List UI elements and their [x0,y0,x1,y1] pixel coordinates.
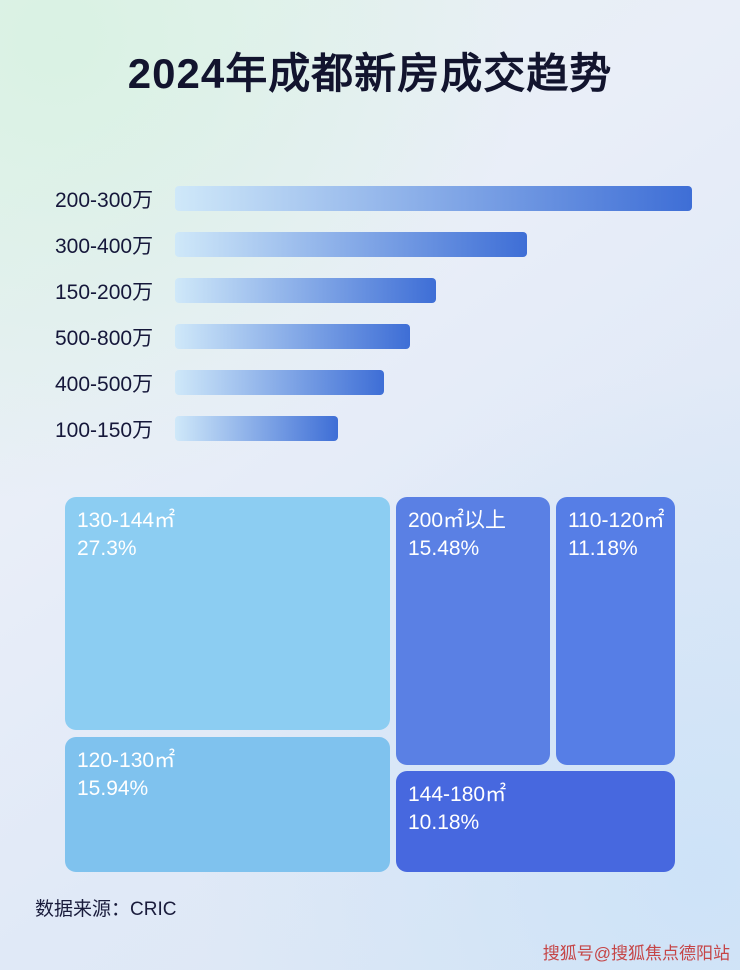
bar-label: 400-500万 [55,372,154,396]
treemap-block-value: 15.48% [408,537,480,561]
watermark: 搜狐号@搜狐焦点德阳站 [542,944,730,963]
bar-row: 400-500万 [55,370,692,396]
treemap-block-value: 15.94% [77,777,149,801]
page-title: 2024年成都新房成交趋势 [127,50,613,97]
price-band-bar-chart: 200-300万 300-400万 150-200万 500-800万 400-… [55,186,692,462]
treemap-block: 120-130㎡ 15.94% [65,737,390,872]
treemap-block: 130-144㎡ 27.3% [65,497,390,730]
bar-label: 100-150万 [55,418,154,442]
bar-track [175,186,692,211]
bar [175,416,338,441]
treemap-block: 144-180㎡ 10.18% [396,771,675,872]
treemap-block-label: 144-180㎡ [408,783,507,806]
treemap-block-label: 110-120㎡ [568,509,665,532]
treemap-block-label: 130-144㎡ [77,509,176,532]
bar-track [175,416,692,441]
bar-track [175,278,692,303]
treemap-block-value: 11.18% [568,537,638,561]
bar-row: 200-300万 [55,186,692,212]
bar [175,324,411,349]
bar-label: 300-400万 [55,234,154,258]
bar [175,278,437,303]
bar-label: 150-200万 [55,280,154,304]
treemap-block-value: 10.18% [408,811,480,835]
bar [175,186,692,211]
treemap-block-label: 200㎡以上 [408,509,507,532]
data-source: 数据来源：CRIC [35,899,177,920]
bar-row: 300-400万 [55,232,692,258]
bar-label: 200-300万 [55,188,154,212]
bar [175,232,527,257]
bar-row: 100-150万 [55,416,692,442]
treemap-block: 200㎡以上 15.48% [396,497,550,765]
bar [175,370,385,395]
treemap-block-value: 27.3% [77,537,137,561]
bar-label: 500-800万 [55,326,154,350]
area-treemap: 130-144㎡ 27.3% 120-130㎡ 15.94% 200㎡以上 15… [65,497,675,872]
bar-row: 150-200万 [55,278,692,304]
bar-track [175,324,692,349]
treemap-block-label: 120-130㎡ [77,749,176,772]
bar-row: 500-800万 [55,324,692,350]
treemap-block: 110-120㎡ 11.18% [556,497,675,765]
bar-track [175,232,692,257]
bar-track [175,370,692,395]
